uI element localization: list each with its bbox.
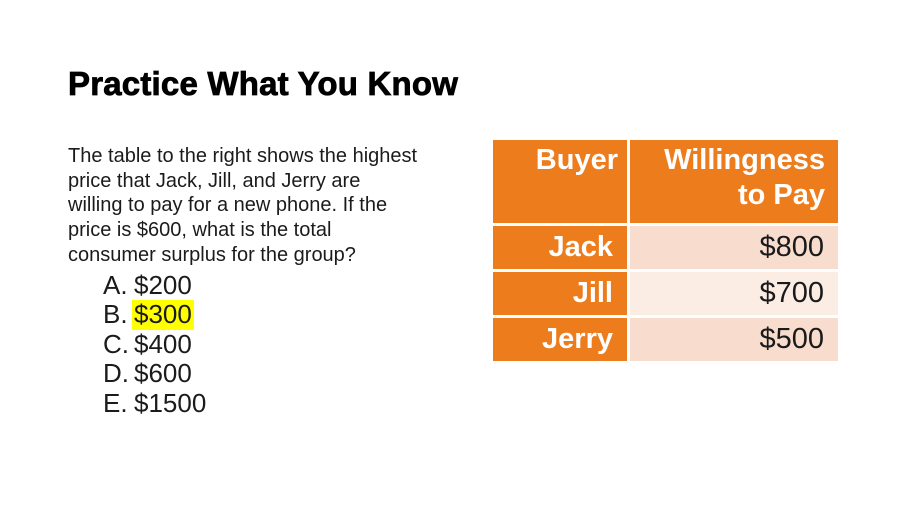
question-line: The table to the right shows the highest — [68, 145, 418, 167]
question-line: price is $600, what is the total — [68, 219, 332, 242]
choice-value: $600 — [134, 358, 192, 389]
willingness-to-pay-table: Buyer Willingness to Pay Jack $800 Jill … — [490, 137, 841, 364]
wtp-cell-jill: $700 — [630, 272, 838, 315]
buyer-cell-jerry: Jerry — [493, 318, 627, 361]
question-line: willing to pay for a new phone. If the — [68, 194, 388, 217]
choice-letter: B. — [103, 299, 128, 330]
choice-letter: C. — [103, 328, 129, 359]
table-header-row: Buyer Willingness to Pay — [493, 140, 838, 223]
question-text: The table to the right shows the highest… — [68, 144, 417, 268]
slide-title: Practice What You Know — [68, 65, 459, 102]
question-line: consumer surplus for the group? — [68, 243, 356, 266]
answer-choices: A. $200 B. $300 C. $400 D. $600 E. $1500 — [103, 270, 207, 418]
question-line: price that Jack, Jill, and Jerry are — [68, 169, 361, 192]
choice-c: C. $400 — [103, 328, 206, 359]
table-row: Jill $700 — [493, 272, 838, 315]
choice-value: $400 — [134, 328, 192, 359]
choice-value-highlighted: $300 — [132, 299, 194, 330]
table-header-buyer: Buyer — [493, 140, 627, 223]
choice-letter: A. — [103, 270, 128, 300]
choice-d: D. $600 — [103, 358, 206, 389]
table-row: Jack $800 — [493, 226, 838, 269]
table-header-willingness: Willingness to Pay — [630, 140, 838, 223]
choice-value: $1500 — [134, 387, 207, 418]
buyer-cell-jack: Jack — [493, 226, 627, 269]
buyer-cell-jill: Jill — [493, 272, 627, 315]
choice-a: A. $200 — [103, 270, 206, 300]
choice-letter: D. — [103, 358, 129, 389]
choice-letter: E. — [103, 387, 128, 418]
choice-value: $200 — [134, 270, 192, 300]
table-row: Jerry $500 — [493, 318, 838, 361]
choice-e: E. $1500 — [103, 387, 207, 418]
wtp-cell-jack: $800 — [630, 226, 838, 269]
choice-b: B. $300 — [103, 299, 206, 330]
wtp-cell-jerry: $500 — [630, 318, 838, 361]
